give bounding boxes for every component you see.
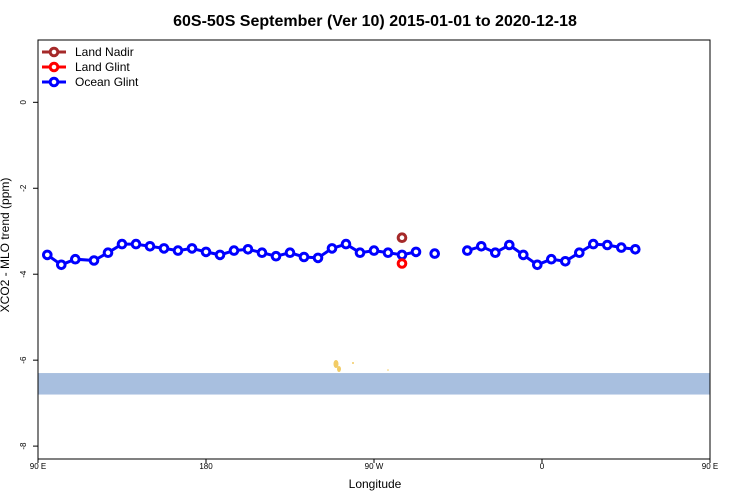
data-point xyxy=(116,238,128,250)
land-speckle xyxy=(333,360,389,372)
data-point xyxy=(574,247,585,258)
data-point xyxy=(368,245,380,256)
data-point xyxy=(490,247,501,258)
data-point xyxy=(228,245,240,256)
y-tick-label: -8 xyxy=(19,442,28,450)
x-tick-label: 90 E xyxy=(702,462,718,471)
data-point xyxy=(588,238,599,250)
series-ocean-glint xyxy=(42,238,641,271)
data-point xyxy=(462,245,473,256)
legend-label: Land Glint xyxy=(75,60,130,74)
y-tick-label: -4 xyxy=(19,270,28,278)
y-axis: 0 -2 -4 -6 -8 xyxy=(19,100,38,450)
data-point xyxy=(340,238,352,250)
data-point xyxy=(429,248,441,259)
data-point xyxy=(186,243,198,254)
ocean-band xyxy=(38,373,710,395)
data-point xyxy=(476,241,487,252)
data-point xyxy=(354,247,366,258)
data-point xyxy=(298,251,310,263)
data-point xyxy=(504,239,515,251)
data-point xyxy=(630,244,641,255)
data-point xyxy=(518,249,529,261)
map-band xyxy=(38,373,710,395)
data-point xyxy=(602,239,613,251)
y-axis-label: XCO2 - MLO trend (ppm) xyxy=(0,178,12,313)
data-point xyxy=(200,246,212,258)
data-point xyxy=(284,247,296,258)
series-layer xyxy=(42,232,641,271)
data-point xyxy=(382,247,394,258)
data-point xyxy=(256,247,268,258)
data-point xyxy=(158,243,170,254)
data-point xyxy=(56,259,67,271)
data-point xyxy=(326,243,338,254)
y-tick-label: 0 xyxy=(19,100,28,105)
legend-label: Ocean Glint xyxy=(75,75,139,89)
x-axis-label: Longitude xyxy=(349,477,402,491)
legend-marker xyxy=(48,46,60,58)
chart-title: 60S-50S September (Ver 10) 2015-01-01 to… xyxy=(173,13,577,30)
data-point xyxy=(214,249,226,261)
data-point xyxy=(546,253,557,265)
x-axis: 90 E 180 90 W 0 90 E xyxy=(30,459,718,471)
x-tick-label: 180 xyxy=(199,462,213,471)
series-land-glint xyxy=(396,258,408,269)
x-tick-label: 0 xyxy=(540,462,545,471)
data-point xyxy=(130,238,142,250)
data-point xyxy=(312,252,324,264)
x-tick-label: 90 W xyxy=(365,462,384,471)
data-point xyxy=(410,246,422,258)
data-point xyxy=(242,244,254,255)
legend-marker xyxy=(48,61,60,73)
data-point xyxy=(560,256,571,267)
data-point xyxy=(88,255,100,266)
data-point xyxy=(396,258,408,269)
data-point xyxy=(144,241,156,252)
data-point xyxy=(172,245,184,256)
data-point xyxy=(616,242,627,253)
y-tick-label: -2 xyxy=(19,184,28,192)
legend-label: Land Nadir xyxy=(75,45,134,59)
data-point xyxy=(42,249,53,261)
y-tick-label: -6 xyxy=(19,356,28,364)
data-point xyxy=(70,253,81,265)
data-point xyxy=(532,259,543,271)
data-point xyxy=(396,232,408,243)
x-tick-label: 90 E xyxy=(30,462,46,471)
data-point xyxy=(270,250,282,262)
legend-marker xyxy=(48,76,60,88)
series-land-nadir xyxy=(396,232,408,243)
data-point xyxy=(102,247,114,258)
data-point xyxy=(396,249,408,261)
